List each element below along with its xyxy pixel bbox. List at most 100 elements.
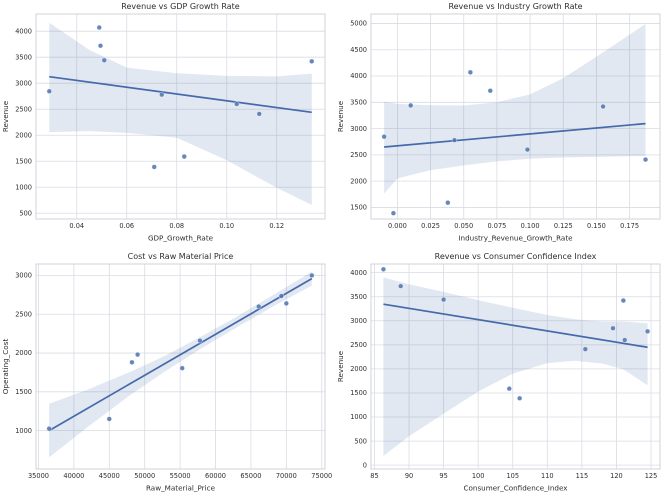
scatter-point [256,111,263,117]
y-tick-label: 3000 [350,125,367,133]
scatter-point [309,58,315,65]
y-tick-label: 2000 [15,131,32,139]
scatter-point [506,385,512,392]
x-tick-label: 125 [644,472,657,480]
scatter-point [621,337,627,343]
y-tick-label: 4000 [15,27,32,35]
scatter-point [440,296,446,303]
plot-frame [35,13,326,220]
scatter-point [159,91,165,98]
y-tick-label: 1500 [15,388,32,396]
scatter-point [467,69,473,76]
confidence-band [49,271,312,458]
scatter-point [390,210,396,216]
x-tick-label: 0.075 [487,222,506,230]
scatter-point [106,416,113,422]
plot-background [0,0,335,250]
x-tick-label: 95 [439,472,447,480]
scatter-point [487,87,493,94]
y-tick-label: 4000 [350,269,367,277]
scatter-point [46,88,52,95]
chart-cost-vs-raw-material-price: 35000 40000 45000 50000 55000 60000 65000 70000… [0,250,335,500]
y-tick-label: 5000 [350,20,367,28]
scatter-point [181,153,188,160]
x-tick-label: 55000 [170,472,191,480]
y-tick-label: 2500 [350,151,367,159]
y-tick-label: 1000 [15,427,32,435]
plot-background [334,0,669,250]
plot-background [334,250,669,500]
scatter-point [134,351,141,358]
y-tick-label: 1500 [350,389,367,397]
chart-title: Cost vs Raw Material Price [128,252,234,261]
x-tick-label: 0.10 [219,222,234,230]
y-tick-label: 1500 [15,157,32,165]
scatter-point [444,199,451,206]
scatter-point [255,303,262,310]
chart-revenue-vs-industry-growth-rate: 0.000 0.025 0.050 0.075 0.100 0.125 0.150 0.175… [334,0,669,250]
x-tick-label: 0.125 [553,222,572,230]
scatter-point [283,300,290,307]
y-tick-label: 3000 [15,272,32,280]
y-tick-label: 2500 [15,105,32,113]
x-tick-label: 100 [471,472,484,480]
x-tick-label: 0.050 [454,222,473,230]
y-tick-label: 4000 [350,72,367,80]
plot-background [0,250,335,500]
scatter-point [516,395,522,402]
chart-revenue-vs-gdp-growth-rate: 0.04 0.06 0.08 0.10 0.12 500 1000 1500 2000 2500 3… [0,0,335,250]
x-tick-label: 75000 [311,472,332,480]
y-axis-label: Revenue [336,100,345,132]
scatter-point [380,266,386,273]
y-axis-label: Operating_Cost [1,339,10,395]
x-tick-label: 70000 [276,472,297,480]
y-tick-label: 0 [362,461,366,469]
scatter-point [97,42,104,49]
y-tick-label: 500 [354,437,367,445]
scatter-point [620,297,626,304]
confidence-band [382,277,648,456]
regression-line [49,75,312,114]
y-tick-label: 2000 [350,177,367,185]
chart-title: Revenue vs GDP Growth Rate [121,2,239,11]
plot-frame [370,13,660,220]
x-tick-label: 0.150 [586,222,605,230]
y-tick-label: 3500 [350,99,367,107]
regression-line [382,303,648,349]
y-tick-label: 500 [19,209,32,217]
x-tick-label: 0.000 [387,222,406,230]
x-tick-label: 60000 [205,472,226,480]
scatter-point [644,328,650,335]
confidence-band [49,22,312,205]
x-tick-label: 0.08 [169,222,184,230]
y-tick-label: 3000 [15,79,32,87]
x-tick-label: 0.12 [269,222,284,230]
scatter-point [46,425,52,432]
scatter-point [642,156,648,163]
y-tick-label: 2000 [350,365,367,373]
y-tick-label: 1000 [15,183,32,191]
scatter-point [451,137,457,143]
confidence-band [383,24,645,194]
x-tick-label: 0.175 [620,222,639,230]
scatter-point [234,101,240,107]
y-tick-label: 2500 [350,341,367,349]
scatter-point [609,325,616,331]
plot-frame [370,263,660,470]
scatter-point [397,283,403,289]
x-tick-label: 115 [575,472,588,480]
x-tick-label: 65000 [240,472,261,480]
x-axis-label: Consumer_Confidence_Index [463,484,568,493]
subplot-revenue-vs-industry-growth-rate: 0.000 0.025 0.050 0.075 0.100 0.125 0.150 0.175… [334,0,669,250]
y-tick-label: 3500 [350,293,367,301]
scatter-point [151,164,158,170]
chart-title: Revenue vs Industry Growth Rate [448,2,582,11]
x-tick-label: 0.04 [69,222,84,230]
x-tick-label: 0.100 [520,222,539,230]
scatter-point [380,133,387,140]
x-tick-label: 0.06 [119,222,134,230]
y-axis-label: Revenue [336,350,345,382]
regression-line [48,277,313,432]
x-tick-label: 40000 [63,472,84,480]
